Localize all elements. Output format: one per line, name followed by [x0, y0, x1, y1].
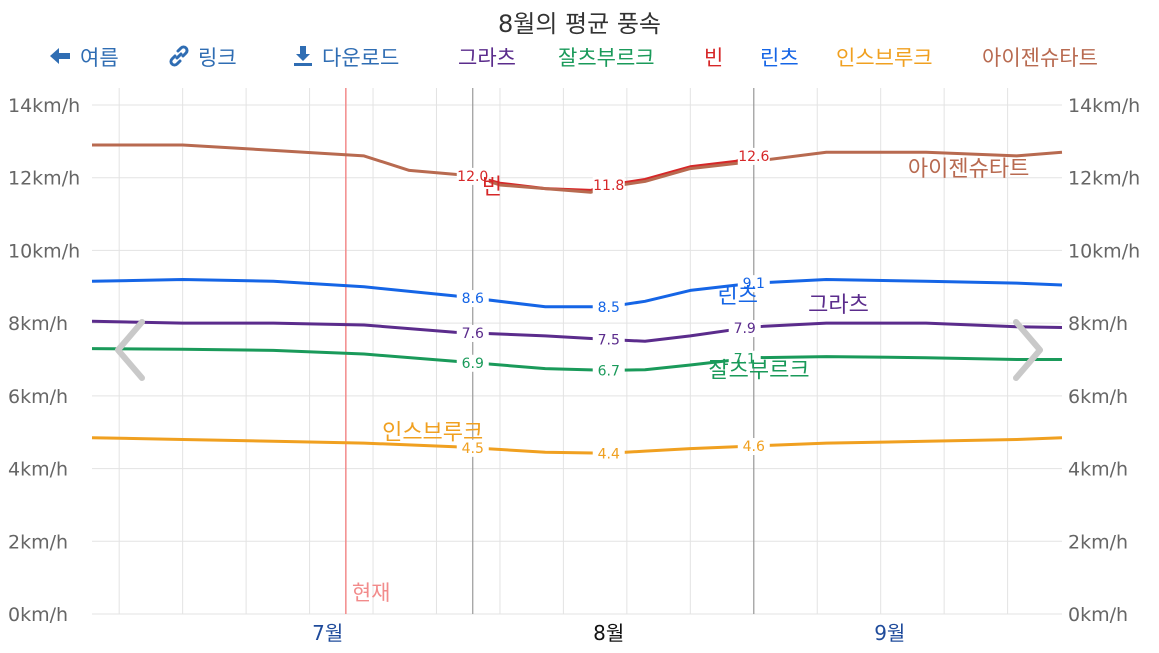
- data-label-bg: [592, 176, 625, 194]
- chart-title: 8월의 평균 풍속: [497, 10, 661, 38]
- data-label: 7.5: [598, 333, 620, 349]
- chevron-right-icon: [1013, 319, 1043, 381]
- data-label-bg: [737, 275, 770, 293]
- y-tick-left: 12km/h: [8, 168, 80, 190]
- download-label: 다운로드: [322, 46, 400, 70]
- y-tick-left: 8km/h: [8, 313, 68, 335]
- y-tick-right: 8km/h: [1068, 313, 1128, 335]
- data-label-bg: [456, 167, 489, 185]
- series-name-label: 아이젠슈타트: [908, 157, 1029, 182]
- y-tick-right: 6km/h: [1068, 386, 1128, 408]
- data-label-bg: [592, 445, 625, 463]
- data-label: 6.7: [598, 363, 620, 379]
- link-button[interactable]: 링크: [168, 44, 237, 74]
- data-label-bg: [456, 354, 489, 372]
- arrow-left-icon: [48, 45, 72, 73]
- next-month-button[interactable]: [1010, 318, 1046, 382]
- series-name-label: 인스브루크: [382, 420, 483, 445]
- legend-item[interactable]: 그라츠: [458, 46, 516, 70]
- data-label: 7.6: [462, 326, 484, 342]
- x-tick-current-month: 8월: [593, 621, 624, 645]
- series-name-label: 그라츠: [808, 293, 869, 318]
- data-label: 6.9: [462, 356, 484, 372]
- y-tick-left: 4km/h: [8, 459, 68, 481]
- data-label: 8.5: [598, 300, 620, 316]
- back-label: 여름: [80, 46, 119, 70]
- series-name-label: 린츠: [718, 284, 758, 309]
- y-tick-right: 2km/h: [1068, 531, 1128, 553]
- data-label-bg: [592, 331, 625, 349]
- data-label-bg: [592, 298, 625, 316]
- series-line: [92, 143, 1063, 194]
- y-tick-left: 2km/h: [8, 531, 68, 553]
- data-label: 4.6: [743, 439, 765, 455]
- data-label-bg: [456, 439, 489, 457]
- legend-item[interactable]: 아이젠슈타트: [982, 46, 1098, 70]
- y-tick-left: 10km/h: [8, 240, 80, 262]
- y-tick-right: 0km/h: [1068, 604, 1128, 626]
- data-label: 11.8: [593, 178, 624, 194]
- previous-month-button[interactable]: [112, 318, 148, 382]
- y-tick-left: 0km/h: [8, 604, 68, 626]
- link-icon: [168, 44, 190, 74]
- legend-item[interactable]: 빈: [704, 46, 724, 70]
- data-label-bg: [728, 350, 761, 368]
- legend-item[interactable]: 린츠: [760, 46, 799, 70]
- series-line: [91, 278, 1063, 309]
- legend-item[interactable]: 잘츠부르크: [558, 46, 655, 70]
- legend-item[interactable]: 인스브루크: [836, 46, 933, 70]
- data-label: 4.5: [462, 441, 484, 457]
- series-line: [91, 347, 1062, 372]
- y-tick-right: 4km/h: [1068, 459, 1128, 481]
- y-tick-right: 10km/h: [1068, 240, 1140, 262]
- series-line: [91, 319, 1063, 343]
- y-tick-left: 14km/h: [8, 95, 80, 117]
- chevron-left-icon: [115, 319, 145, 381]
- download-button[interactable]: 다운로드: [292, 44, 399, 74]
- data-label: 7.9: [734, 321, 756, 337]
- link-label: 링크: [198, 46, 237, 70]
- data-label-bg: [737, 438, 770, 456]
- series-line: [91, 436, 1063, 455]
- data-label: 8.6: [462, 291, 484, 307]
- data-label-bg: [737, 147, 770, 165]
- y-tick-left: 6km/h: [8, 386, 68, 408]
- series-layer: [91, 143, 1063, 455]
- data-label-bg: [592, 362, 625, 380]
- x-tick-month-link[interactable]: 7월: [312, 621, 343, 645]
- data-label-bg: [456, 290, 489, 308]
- data-label-bg: [728, 320, 761, 338]
- series-name-label: 잘츠부르크: [708, 359, 809, 384]
- chart-toolbar: 여름 링크 다운로드 그라츠 잘츠부르크 빈 린츠 인스브루크 아이젠슈타트: [0, 44, 1159, 74]
- data-label: 12.0: [457, 169, 488, 185]
- data-label: 4.4: [598, 446, 620, 462]
- x-tick-month-link[interactable]: 9월: [874, 621, 905, 645]
- data-label: 12.6: [738, 149, 769, 165]
- back-button[interactable]: 여름: [48, 44, 119, 73]
- data-label-bg: [456, 324, 489, 342]
- data-label: 7.1: [734, 352, 756, 368]
- y-tick-right: 14km/h: [1068, 95, 1140, 117]
- axis-ticks: 0km/h 0km/h 2km/h 2km/h 4km/h 4km/h 6km/h 6km/h…: [8, 95, 1140, 645]
- data-label: 9.1: [743, 276, 765, 292]
- now-label: 현재: [352, 581, 391, 605]
- y-tick-right: 12km/h: [1068, 168, 1140, 190]
- download-icon: [292, 45, 314, 74]
- series-name-label: 빈: [482, 175, 502, 200]
